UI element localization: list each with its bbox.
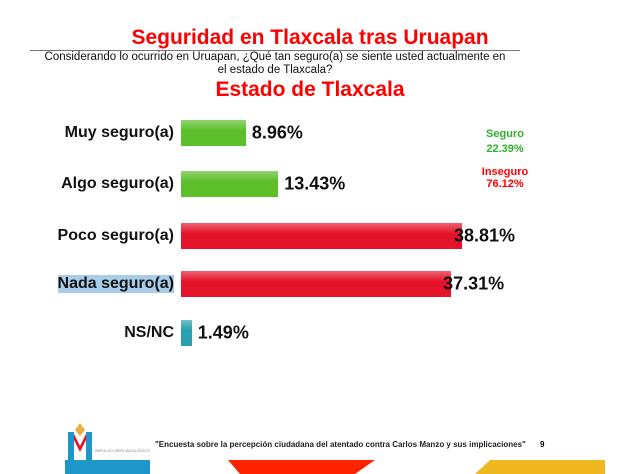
seguro-value: 22.39% (486, 143, 524, 155)
logo-icon (68, 423, 92, 460)
seguro-summary: Seguro 22.39% (470, 127, 540, 157)
footer-blue-band (65, 460, 150, 474)
chart-subtitle: Estado de Tlaxcala (215, 78, 405, 101)
seguro-label: Seguro (486, 128, 524, 140)
category-label: NS/NC (124, 324, 174, 341)
data-label: 37.31% (443, 273, 505, 294)
bar (181, 223, 462, 249)
bar (181, 320, 192, 346)
bar (181, 271, 452, 297)
category-label: Nada seguro(a) (57, 275, 174, 293)
title-divider (30, 50, 520, 51)
footer-decoration: IMPULSO MERCADOLÓGICO (65, 423, 605, 474)
data-label: 13.43% (284, 173, 346, 194)
logo-text: IMPULSO MERCADOLÓGICO (95, 448, 150, 453)
data-label: 1.49% (197, 322, 249, 343)
category-label: Poco seguro(a) (57, 227, 174, 244)
inseguro-label: Inseguro (481, 166, 529, 178)
inseguro-value: 76.12% (486, 178, 524, 190)
page-number: 9 (540, 440, 545, 449)
data-label: 38.81% (453, 225, 516, 246)
chart-title: Seguridad en Tlaxcala tras Uruapan (131, 26, 489, 49)
category-label: Muy seguro(a) (64, 124, 174, 141)
survey-question: Considerando lo ocurrido en Uruapan, ¿Qu… (44, 51, 506, 76)
bar (181, 120, 246, 146)
footer-gold-band (475, 460, 605, 474)
data-label: 8.96% (251, 122, 303, 143)
inseguro-summary: Inseguro 76.12% (470, 166, 540, 190)
footer-red-band (228, 460, 375, 474)
category-label: Algo seguro(a) (61, 175, 174, 192)
bar (181, 171, 279, 197)
footer-text: "Encuesta sobre la percepción ciudadana … (155, 440, 526, 449)
